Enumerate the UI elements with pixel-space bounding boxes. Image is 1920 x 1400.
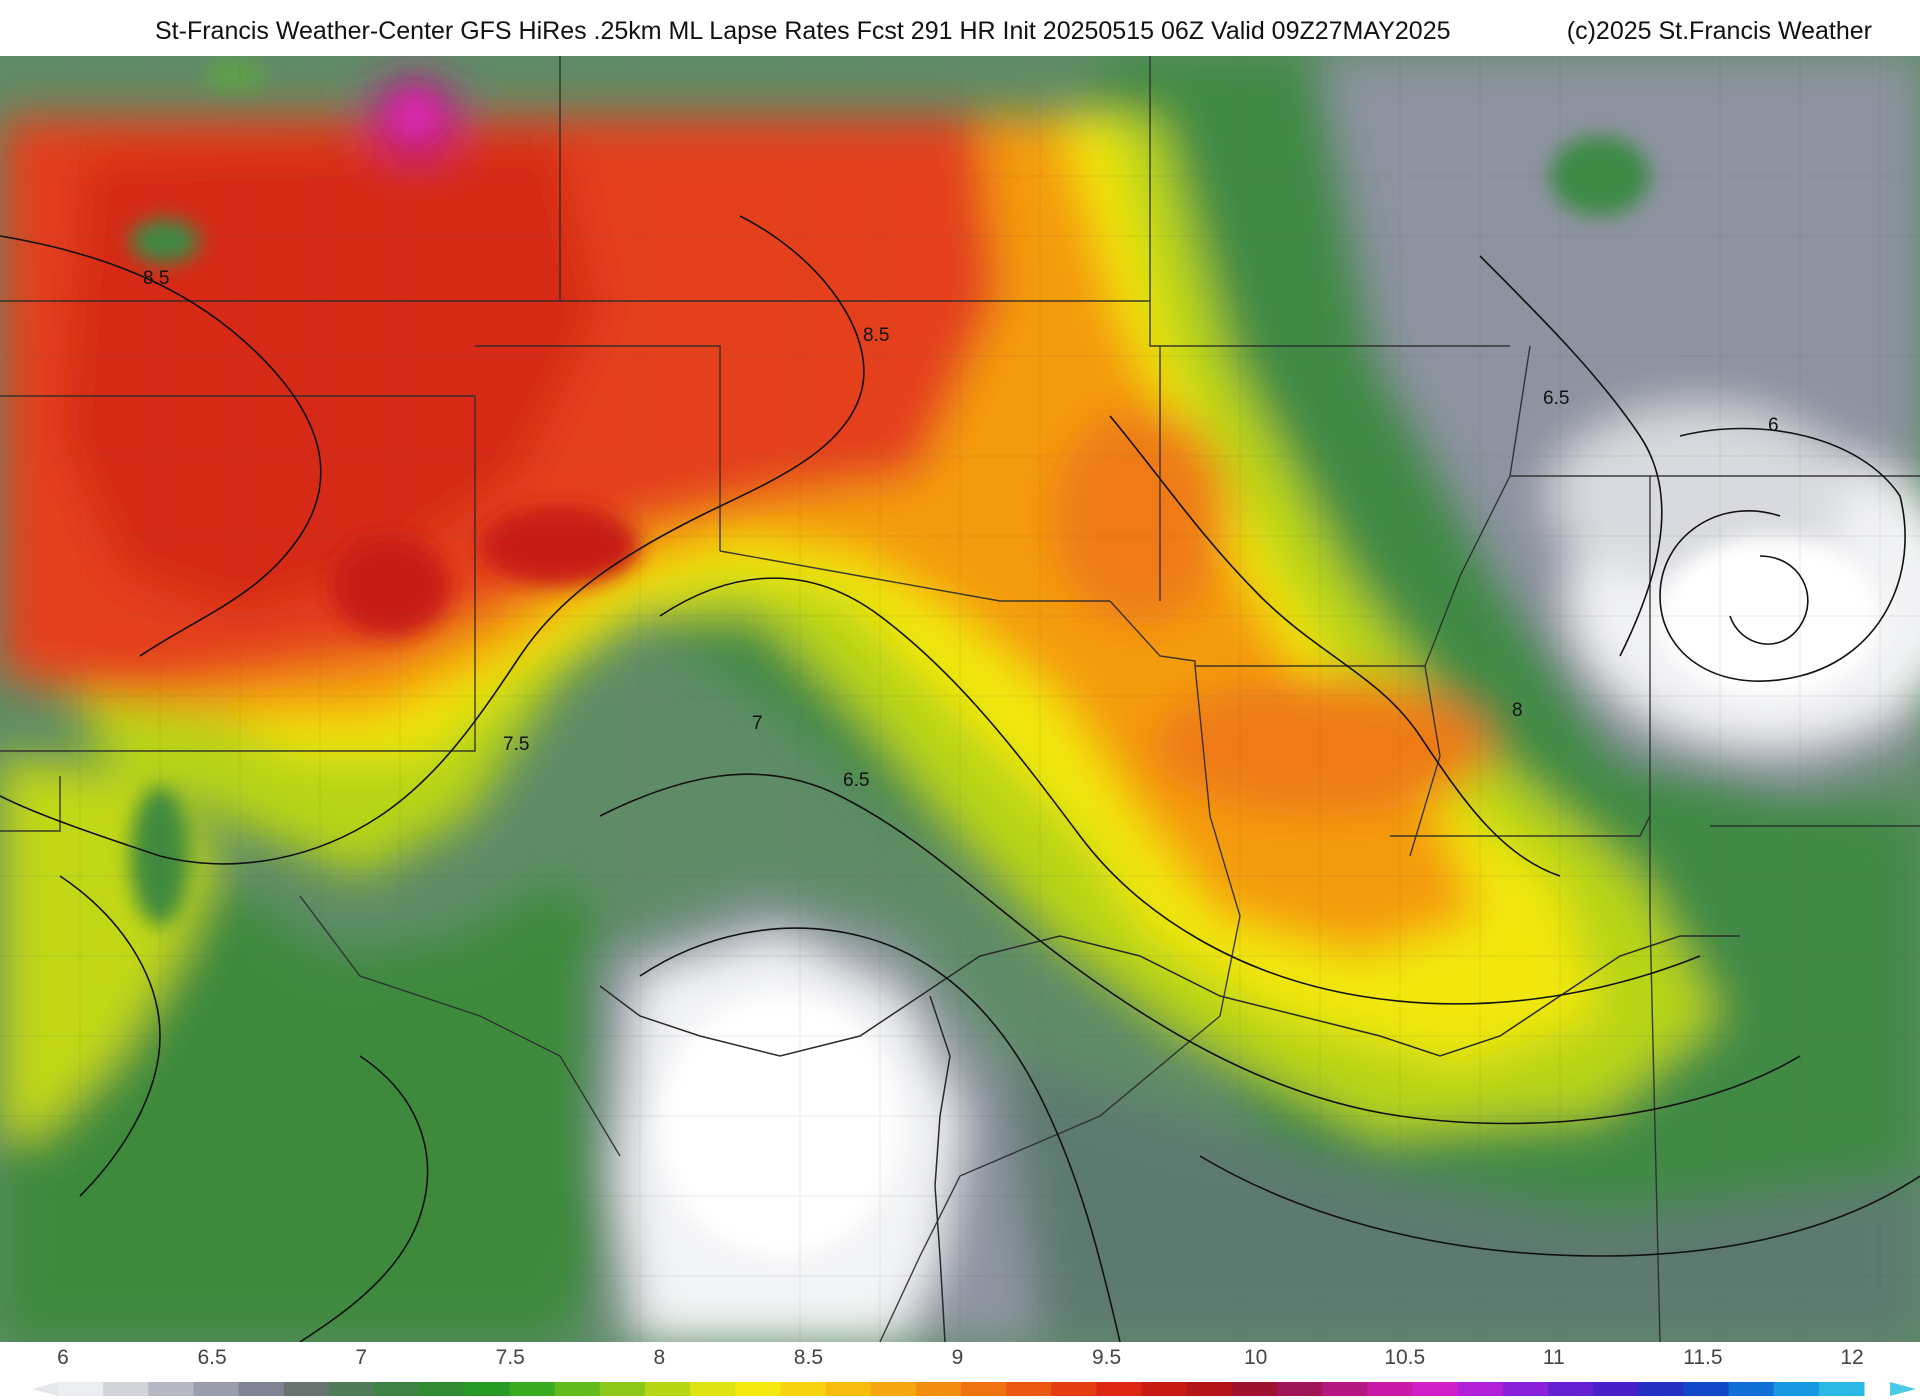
colorbar-swatch (1231, 1382, 1278, 1396)
colorbar-swatch (283, 1382, 330, 1396)
colorbar-tick-label: 8 (653, 1346, 666, 1369)
contour-label: 7.5 (503, 734, 529, 755)
colorbar-swatch (374, 1382, 420, 1396)
colorbar-swatch (1818, 1382, 1865, 1396)
colorbar-swatch (780, 1382, 827, 1396)
colorbar-tick-label: 10.5 (1384, 1346, 1426, 1369)
contour-label: 8 (1512, 700, 1523, 721)
colorbar-swatch (1773, 1382, 1820, 1396)
lapse-rate-field: 8.5 8.5 7.5 7 6.5 6.5 6 8 (0, 56, 1920, 1342)
colorbar-swatch (328, 1382, 375, 1396)
colorbar-swatch (1638, 1382, 1684, 1396)
color-field (0, 56, 1920, 1342)
colorbar-swatch (870, 1382, 917, 1396)
colorbar-swatch (1457, 1382, 1504, 1396)
colorbar-min-arrow (32, 1382, 58, 1396)
contour-label: 6 (1768, 415, 1779, 436)
colorbar-max-arrow (1890, 1382, 1916, 1396)
contour-label: 8.5 (863, 325, 889, 346)
colorbar-tick-label: 9 (951, 1346, 964, 1369)
colorbar-swatch (148, 1382, 194, 1396)
colorbar-tick-label: 8.5 (793, 1346, 824, 1369)
colorbar-swatch (1006, 1382, 1052, 1396)
colorbar-swatch (1277, 1382, 1323, 1396)
colorbar-swatch (1412, 1382, 1459, 1396)
colorbar-swatch (1683, 1382, 1730, 1396)
colorbar-swatch (509, 1382, 556, 1396)
colorbar-swatch (58, 1382, 104, 1396)
header: St-Francis Weather-Center GFS HiRes .25k… (0, 0, 1920, 56)
copyright-text: (c)2025 St.Francis Weather (1566, 17, 1872, 45)
state-boundaries (0, 56, 1920, 1342)
colorbar-swatch (1051, 1382, 1097, 1396)
contour-label: 6.5 (1543, 388, 1569, 409)
colorbar-swatch (1547, 1382, 1594, 1396)
detail-field (130, 60, 1880, 1256)
weather-map: 8.5 8.5 7.5 7 6.5 6.5 6 8 (0, 56, 1920, 1342)
coastline-texas (929, 995, 951, 1342)
colorbar-swatch (464, 1382, 510, 1396)
colorbar-tick-label: 11 (1542, 1346, 1565, 1369)
colorbar-swatch (735, 1382, 781, 1396)
colorbar-tick-label: 11.5 (1683, 1346, 1723, 1369)
colorbar-swatch (1502, 1382, 1549, 1396)
colorbar-tick-label: 9.5 (1091, 1346, 1122, 1369)
colorbar-swatch (644, 1382, 691, 1396)
colorbar-swatch (825, 1382, 872, 1396)
colorbar-tick-label: 12 (1840, 1346, 1864, 1369)
colorbar-swatch (1186, 1382, 1233, 1396)
contour-label: 7 (752, 713, 763, 734)
colorbar-tick-label: 6 (57, 1346, 69, 1369)
colorbar-swatch (193, 1382, 240, 1396)
colorbar-swatch (1593, 1382, 1639, 1396)
colorbar-swatch (103, 1382, 149, 1396)
colorbar-swatch (554, 1382, 601, 1396)
colorbar-swatch (961, 1382, 1007, 1396)
colorbar-swatch (915, 1382, 962, 1396)
colorbar-tick-label: 6.5 (197, 1346, 227, 1369)
colorbar-swatch (690, 1382, 736, 1396)
colorbar-swatch (238, 1382, 285, 1396)
colorbar-tick-label: 7.5 (495, 1346, 525, 1369)
map-title: St-Francis Weather-Center GFS HiRes .25k… (155, 17, 1451, 45)
colorbar-tick-label: 7 (355, 1346, 367, 1369)
colorbar (58, 1382, 1865, 1396)
contour-label: 6.5 (843, 770, 869, 791)
contour-lines (0, 215, 1920, 1342)
contour-label-group: 8.5 8.5 7.5 7 6.5 6.5 6 8 (143, 268, 1779, 791)
colorbar-swatch (1096, 1382, 1143, 1396)
colorbar-tick-label: 10 (1243, 1346, 1268, 1369)
colorbar-swatch (1728, 1382, 1775, 1396)
colorbar-legend: 6 6.5 7 7.5 8 8.5 9 9.5 10 10.5 11 11.5 12 (0, 1342, 1920, 1400)
colorbar-swatch (1322, 1382, 1368, 1396)
colorbar-swatch (599, 1382, 646, 1396)
coastline (599, 935, 1740, 1057)
contour-label: 8.5 (143, 268, 169, 289)
colorbar-swatch (1141, 1382, 1188, 1396)
colorbar-swatch (419, 1382, 465, 1396)
colorbar-swatch (1367, 1382, 1413, 1396)
